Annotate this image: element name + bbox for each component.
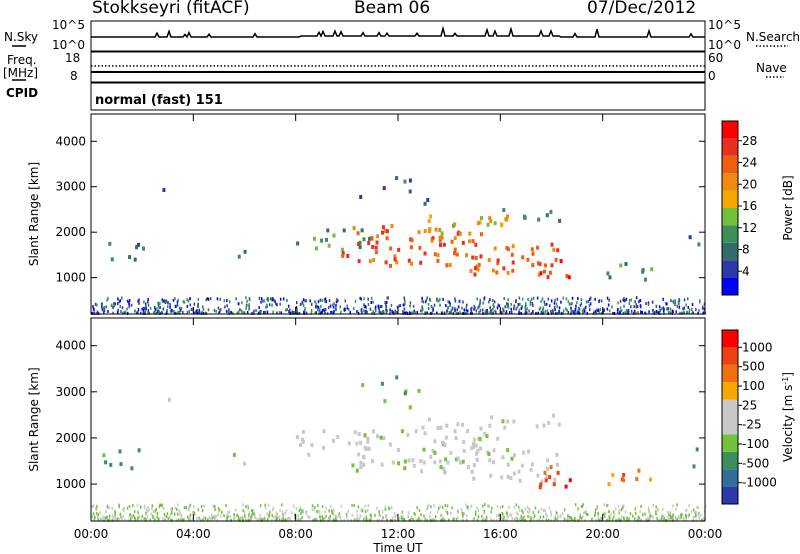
station-title: Stokkseyri (fitACF) <box>92 0 250 18</box>
colorbar-swatch <box>722 347 738 365</box>
colorbar-swatch <box>722 277 738 295</box>
y-tick-label: 2000 <box>55 431 86 445</box>
nsky-label: N.Sky <box>4 30 39 44</box>
power-panel-bg <box>91 114 705 314</box>
cpid-label: CPID <box>6 86 39 100</box>
nsky-bottom-tick: 10^0 <box>52 38 85 52</box>
y-tick-label: 4000 <box>55 134 86 148</box>
nsearch-bottom-tick: 10^0 <box>708 38 741 52</box>
velocity-panel-bg <box>91 318 705 521</box>
colorbar-swatch <box>722 138 738 156</box>
colorbar-swatch <box>722 173 738 191</box>
y-tick-label: 4000 <box>55 339 86 353</box>
colorbar-tick-label: 24 <box>742 156 757 170</box>
axes-ticks: 1000 2000 3000 4000 Slant Range [km] 1000 2000… <box>27 114 722 554</box>
colorbar-swatch <box>722 434 738 452</box>
header-traces <box>91 25 705 73</box>
colorbar-swatch <box>722 469 738 487</box>
colorbar-tick-label: 100 <box>742 379 765 393</box>
cpid-panel <box>90 82 706 111</box>
y-tick-label: 3000 <box>55 180 86 194</box>
freq-top-tick: 18 <box>65 51 81 65</box>
x-axis-label: Time UT <box>372 541 423 554</box>
colorbar-swatch <box>722 155 738 174</box>
x-tick-label: 20:00 <box>585 527 620 541</box>
colorbar-tick-label: -25 <box>742 418 762 432</box>
y-tick-label: 3000 <box>55 385 86 399</box>
date-label: 07/Dec/2012 <box>587 0 697 18</box>
colorbar-tick-label: 28 <box>742 134 757 148</box>
nsky-panel <box>90 20 706 52</box>
x-tick-label: 12:00 <box>381 527 416 541</box>
colorbar-tick-label: -1000 <box>742 476 777 490</box>
freq-panel <box>90 51 706 83</box>
freq-bottom-tick: 8 <box>70 69 78 83</box>
x-tick-label: 16:00 <box>483 527 518 541</box>
colorbar-tick-label: -500 <box>742 456 769 470</box>
velocity-colorbar: 1000 500 100 25 -25 -100 -500 -1000 Velocity [m … <box>721 329 796 505</box>
y-tick-label: 1000 <box>55 477 86 491</box>
colorbar-tick-label: 20 <box>742 177 757 191</box>
header-panels <box>12 20 788 111</box>
colorbar-tick-label: 12 <box>742 221 757 235</box>
colorbar-swatch <box>722 364 738 383</box>
y-axis-label: Slant Range [km] <box>27 367 41 471</box>
freq-unit-label: [MHz] <box>3 66 39 80</box>
colorbar-swatch <box>722 330 738 348</box>
colorbar-tick-label: 1000 <box>742 340 773 354</box>
colorbar-label: Velocity [m s-1] <box>781 372 796 462</box>
colorbar-swatch <box>722 451 738 470</box>
colorbar-swatch <box>722 382 738 400</box>
colorbar-swatch <box>722 242 738 261</box>
x-tick-label: 00:00 <box>74 527 109 541</box>
colorbar-tick-label: 4 <box>742 264 750 278</box>
nave-label: Nave <box>756 61 787 75</box>
colorbar-swatch <box>722 399 738 417</box>
colorbar-swatch <box>722 225 738 243</box>
colorbar-swatch <box>722 260 738 278</box>
y-tick-label: 1000 <box>55 271 86 285</box>
freq-label: Freq. <box>7 53 37 67</box>
colorbar-tick-label: -100 <box>742 437 769 451</box>
nsearch-label: N.Search <box>746 30 800 44</box>
x-tick-label: 04:00 <box>176 527 211 541</box>
nsky-top-tick: 10^5 <box>52 18 85 32</box>
power-colorbar: 4 8 12 16 20 24 28 Power [dB] <box>721 120 795 296</box>
y-axis-label: Slant Range [km] <box>27 162 41 266</box>
nave-top-tick: 60 <box>708 51 724 65</box>
colorbar-swatch <box>722 208 738 226</box>
colorbar-swatch <box>722 190 738 208</box>
colorbar-tick-label: 500 <box>742 360 765 374</box>
nsearch-top-tick: 10^5 <box>708 18 741 32</box>
colorbar-swatch <box>722 417 738 435</box>
nave-bottom-tick: 0 <box>708 69 716 83</box>
colorbar-swatch <box>722 121 738 139</box>
colorbar-tick-label: 8 <box>742 243 750 257</box>
colorbar-tick-label: 25 <box>742 398 757 412</box>
colorbar-tick-label: 16 <box>742 199 757 213</box>
power-heatmap-cells <box>91 176 707 315</box>
x-tick-label: 08:00 <box>278 527 313 541</box>
cpid-text: normal (fast) 151 <box>95 93 223 108</box>
colorbar-label: Power [dB] <box>781 175 795 240</box>
colorbar-swatch <box>722 486 738 504</box>
x-tick-label: 00:00 <box>688 527 723 541</box>
y-tick-label: 2000 <box>55 225 86 239</box>
beam-label: Beam 06 <box>354 0 431 18</box>
